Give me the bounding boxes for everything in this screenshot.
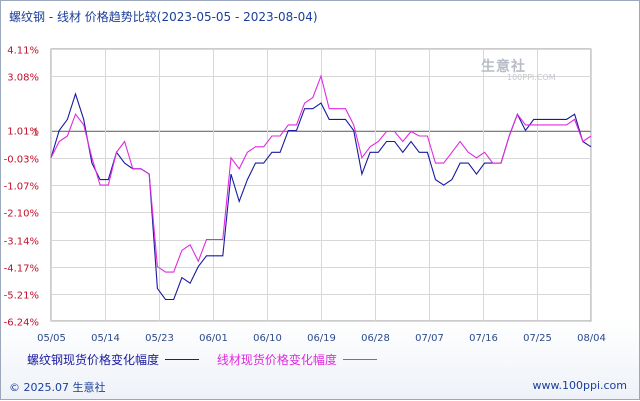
chart-legend: 螺纹钢现货价格变化幅度 线材现货价格变化幅度 — [27, 351, 391, 368]
y-tick-label: 1 — [33, 128, 39, 139]
footer-site-link[interactable]: www.100ppi.com — [532, 379, 627, 392]
y-tick-label: -4.17% — [4, 264, 39, 275]
x-tick-label: 07/16 — [469, 333, 498, 344]
y-tick-label: -1.07% — [4, 182, 39, 193]
watermark-domain: 100PPI.COM — [507, 73, 556, 82]
y-tick-label: 3.08% — [7, 73, 39, 84]
y-tick-label: -6.24% — [4, 318, 39, 329]
y-tick-label: -0.03% — [4, 155, 39, 166]
legend-swatch-rebar — [165, 359, 200, 360]
y-tick-label: -3.14% — [4, 237, 39, 248]
legend-swatch-wire-rod — [342, 359, 377, 360]
x-tick-label: 07/25 — [523, 333, 552, 344]
x-tick-label: 07/07 — [415, 333, 444, 344]
legend-label-rebar: 螺纹钢现货价格变化幅度 — [27, 353, 160, 367]
legend-item-rebar: 螺纹钢现货价格变化幅度 — [27, 351, 200, 368]
x-tick-label: 05/05 — [37, 333, 66, 344]
series-line-wire-rod — [50, 74, 592, 273]
x-tick-label: 06/01 — [199, 333, 228, 344]
chart-title: 螺纹钢 - 线材 价格趋势比较(2023-05-05 - 2023-08-04) — [9, 10, 318, 24]
watermark-logo: 生意社 — [481, 59, 526, 75]
y-tick-label: -5.21% — [4, 291, 39, 302]
legend-label-wire-rod: 线材现货价格变化幅度 — [216, 353, 337, 367]
footer-copyright: © 2025.07 生意社 — [9, 381, 106, 394]
y-tick-label: 4.11% — [7, 46, 39, 57]
x-tick-label: 06/19 — [307, 333, 336, 344]
y-tick-label: 1.01% — [7, 127, 39, 138]
y-tick-label: -2.10% — [4, 209, 39, 220]
x-tick-label: 05/23 — [145, 333, 174, 344]
x-tick-label: 06/10 — [253, 333, 282, 344]
x-tick-label: 08/04 — [577, 333, 606, 344]
x-tick-label: 06/28 — [361, 333, 390, 344]
x-tick-label: 05/14 — [91, 333, 120, 344]
legend-item-wire-rod: 线材现货价格变化幅度 — [217, 351, 377, 368]
